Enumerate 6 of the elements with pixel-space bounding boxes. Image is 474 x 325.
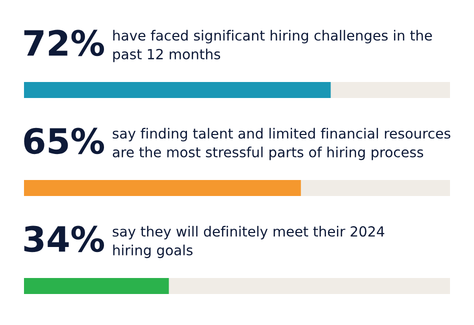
data-label: 72% — [24, 30, 104, 56]
data-label: 65% — [24, 128, 104, 154]
y-tick-label: say they will definitely meet their 2024 hiring goals — [112, 226, 384, 258]
y-tick-label: say finding talent and limited financial resources are the most stressful parts of hiring process — [112, 128, 450, 160]
data-label: 34% — [24, 226, 104, 252]
y-tick-label: have faced significant hiring challenges in the past 12 months — [113, 30, 432, 62]
